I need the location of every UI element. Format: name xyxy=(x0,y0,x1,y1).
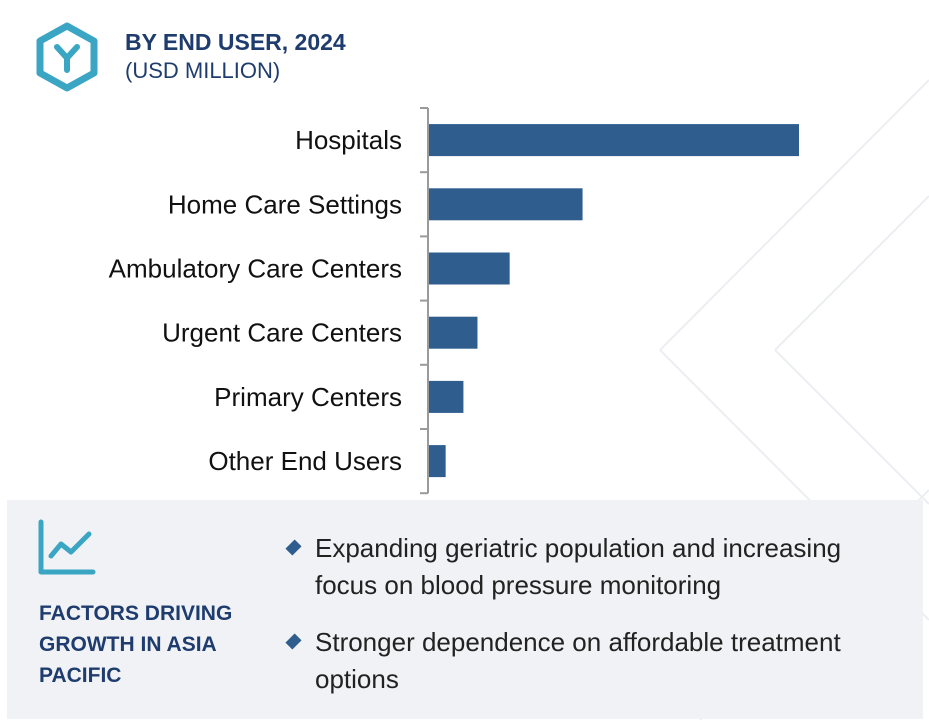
factors-title: FACTORS DRIVING GROWTH IN ASIA PACIFIC xyxy=(39,602,233,687)
bar xyxy=(429,124,799,157)
bar xyxy=(429,188,583,221)
trend-line-chart-icon xyxy=(38,519,96,575)
bar xyxy=(429,252,510,285)
chart-subtitle: (USD MILLION) xyxy=(125,58,281,83)
category-label: Ambulatory Care Centers xyxy=(109,254,402,284)
diamond-bullet-icon xyxy=(285,633,302,650)
hexagon-y-logo-icon xyxy=(36,22,98,92)
diamond-bullet-icon xyxy=(285,539,302,556)
factors-panel: FACTORS DRIVING GROWTH IN ASIA PACIFIC E… xyxy=(7,500,923,719)
bar xyxy=(429,316,478,349)
category-label: Home Care Settings xyxy=(168,189,402,219)
factor-item: Stronger dependence on affordable treatm… xyxy=(285,624,905,698)
category-label: Urgent Care Centers xyxy=(162,318,402,348)
bar-chart: Hospitals Home Care Settings Ambulatory Ca… xyxy=(109,107,799,495)
bar xyxy=(429,380,464,413)
factors-list: Expanding geriatric population and incre… xyxy=(285,530,905,718)
category-label: Primary Centers xyxy=(214,382,402,412)
category-label: Hospitals xyxy=(295,125,402,155)
bar xyxy=(429,445,446,478)
chart-title: BY END USER, 2024 xyxy=(125,29,346,55)
factor-item: Expanding geriatric population and incre… xyxy=(285,530,905,604)
category-label: Other End Users xyxy=(208,446,402,476)
factor-text: Stronger dependence on affordable treatm… xyxy=(315,627,841,694)
factor-text: Expanding geriatric population and incre… xyxy=(315,533,842,600)
